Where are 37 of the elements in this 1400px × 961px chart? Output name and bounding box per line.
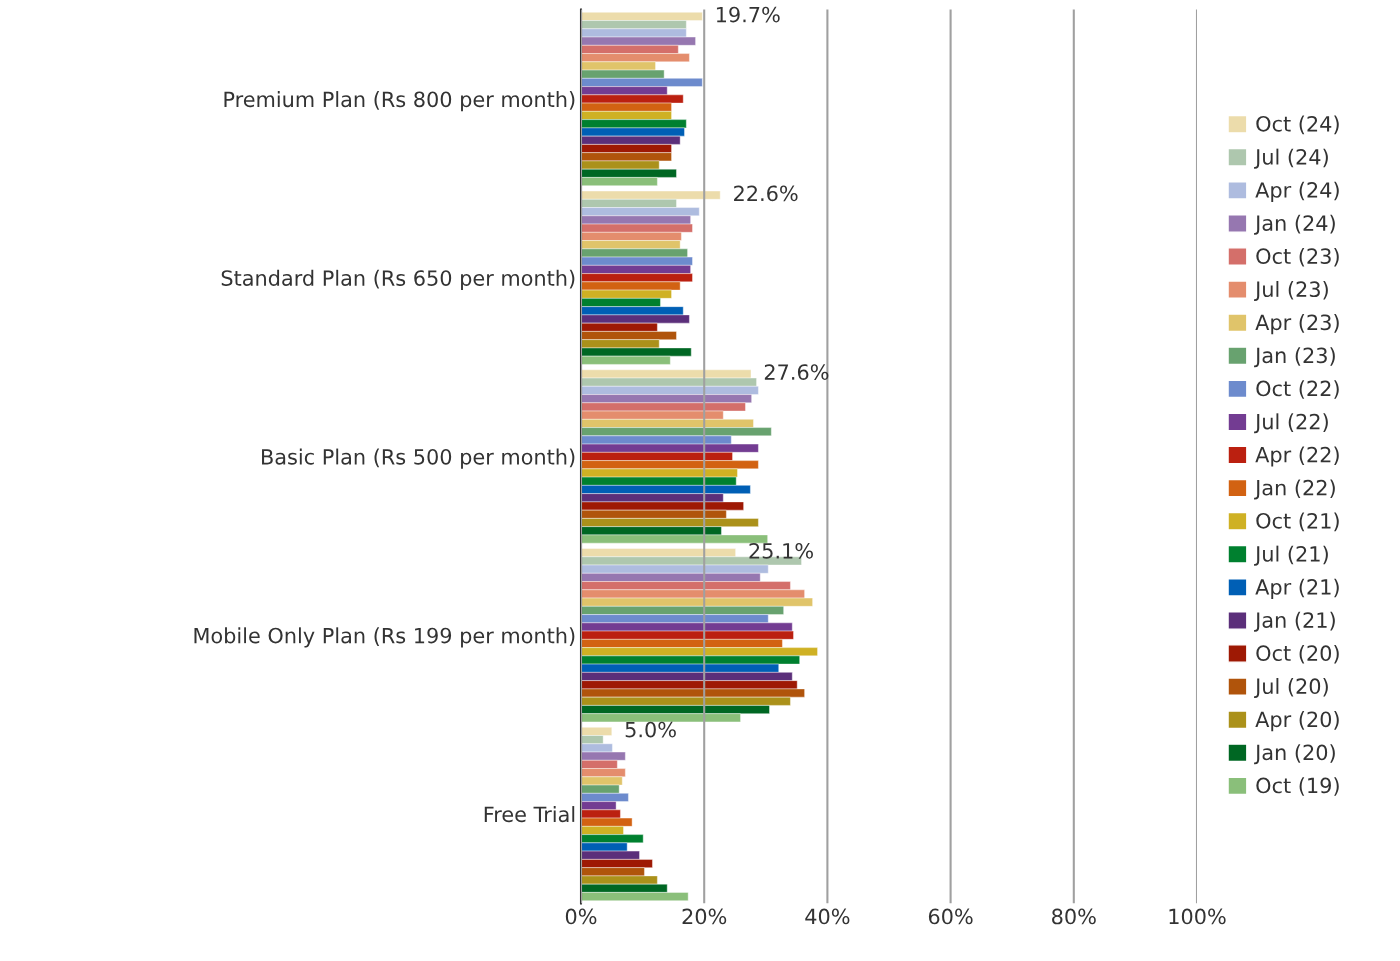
x-tick-label: 0% <box>565 908 597 925</box>
legend-label: Apr (21) <box>1255 578 1339 599</box>
legend-label: Jul (23) <box>1254 280 1328 301</box>
legend-label: Jan (24) <box>1254 214 1335 235</box>
legend-label: Jan (22) <box>1254 479 1335 500</box>
x-tick-label: 20% <box>682 908 727 925</box>
x-tick-label: 60% <box>928 908 973 925</box>
legend-label: Jul (20) <box>1254 677 1328 698</box>
data-label: 27.6% <box>764 364 829 380</box>
x-tick-label: 80% <box>1052 908 1096 925</box>
legend-label: Jul (24) <box>1254 148 1328 169</box>
legend-label: Oct (23) <box>1256 247 1339 267</box>
y-tick-label: Standard Plan (Rs 650 per month) <box>221 269 575 290</box>
y-tick-label: Basic Plan (Rs 500 per month) <box>262 448 575 469</box>
x-tick-label: 100% <box>1169 908 1226 925</box>
legend-label: Apr (20) <box>1255 711 1339 732</box>
data-label: 25.1% <box>749 542 813 559</box>
legend-label: Jan (21) <box>1254 611 1335 632</box>
data-label: 22.6% <box>734 185 798 202</box>
data-label: 19.7% <box>716 6 780 23</box>
data-label: 5.0% <box>625 721 676 738</box>
legend-label: Oct (20) <box>1256 644 1339 664</box>
legend-label: Oct (21) <box>1256 512 1339 532</box>
y-tick-label: Premium Plan (Rs 800 per month) <box>224 91 575 112</box>
legend-label: Apr (23) <box>1255 314 1339 335</box>
legend-label: Jul (22) <box>1254 413 1328 434</box>
legend-label: Oct (24) <box>1256 115 1339 135</box>
legend-label: Apr (22) <box>1255 446 1339 467</box>
legend-label: Jan (23) <box>1254 347 1335 368</box>
legend-label: Oct (22) <box>1256 380 1339 399</box>
y-tick-label: Mobile Only Plan (Rs 199 per month) <box>194 627 575 648</box>
legend-label: Oct (19) <box>1256 777 1339 796</box>
y-tick-label: Free Trial <box>484 806 575 823</box>
x-tick-label: 40% <box>805 908 850 925</box>
legend-label: Apr (24) <box>1255 181 1339 202</box>
legend-label: Jan (20) <box>1254 744 1335 765</box>
legend-label: Jul (21) <box>1254 545 1328 566</box>
